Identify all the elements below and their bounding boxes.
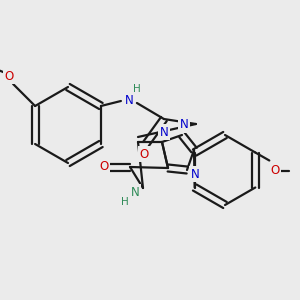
Text: N: N [190,167,200,181]
Text: N: N [130,185,140,199]
Text: N: N [124,94,133,107]
Text: H: H [133,84,141,94]
Text: O: O [99,160,109,173]
Text: N: N [160,125,168,139]
Text: O: O [271,164,280,177]
Text: H: H [121,197,129,207]
Text: O: O [4,70,14,83]
Text: O: O [139,148,148,160]
Text: N: N [180,118,188,131]
